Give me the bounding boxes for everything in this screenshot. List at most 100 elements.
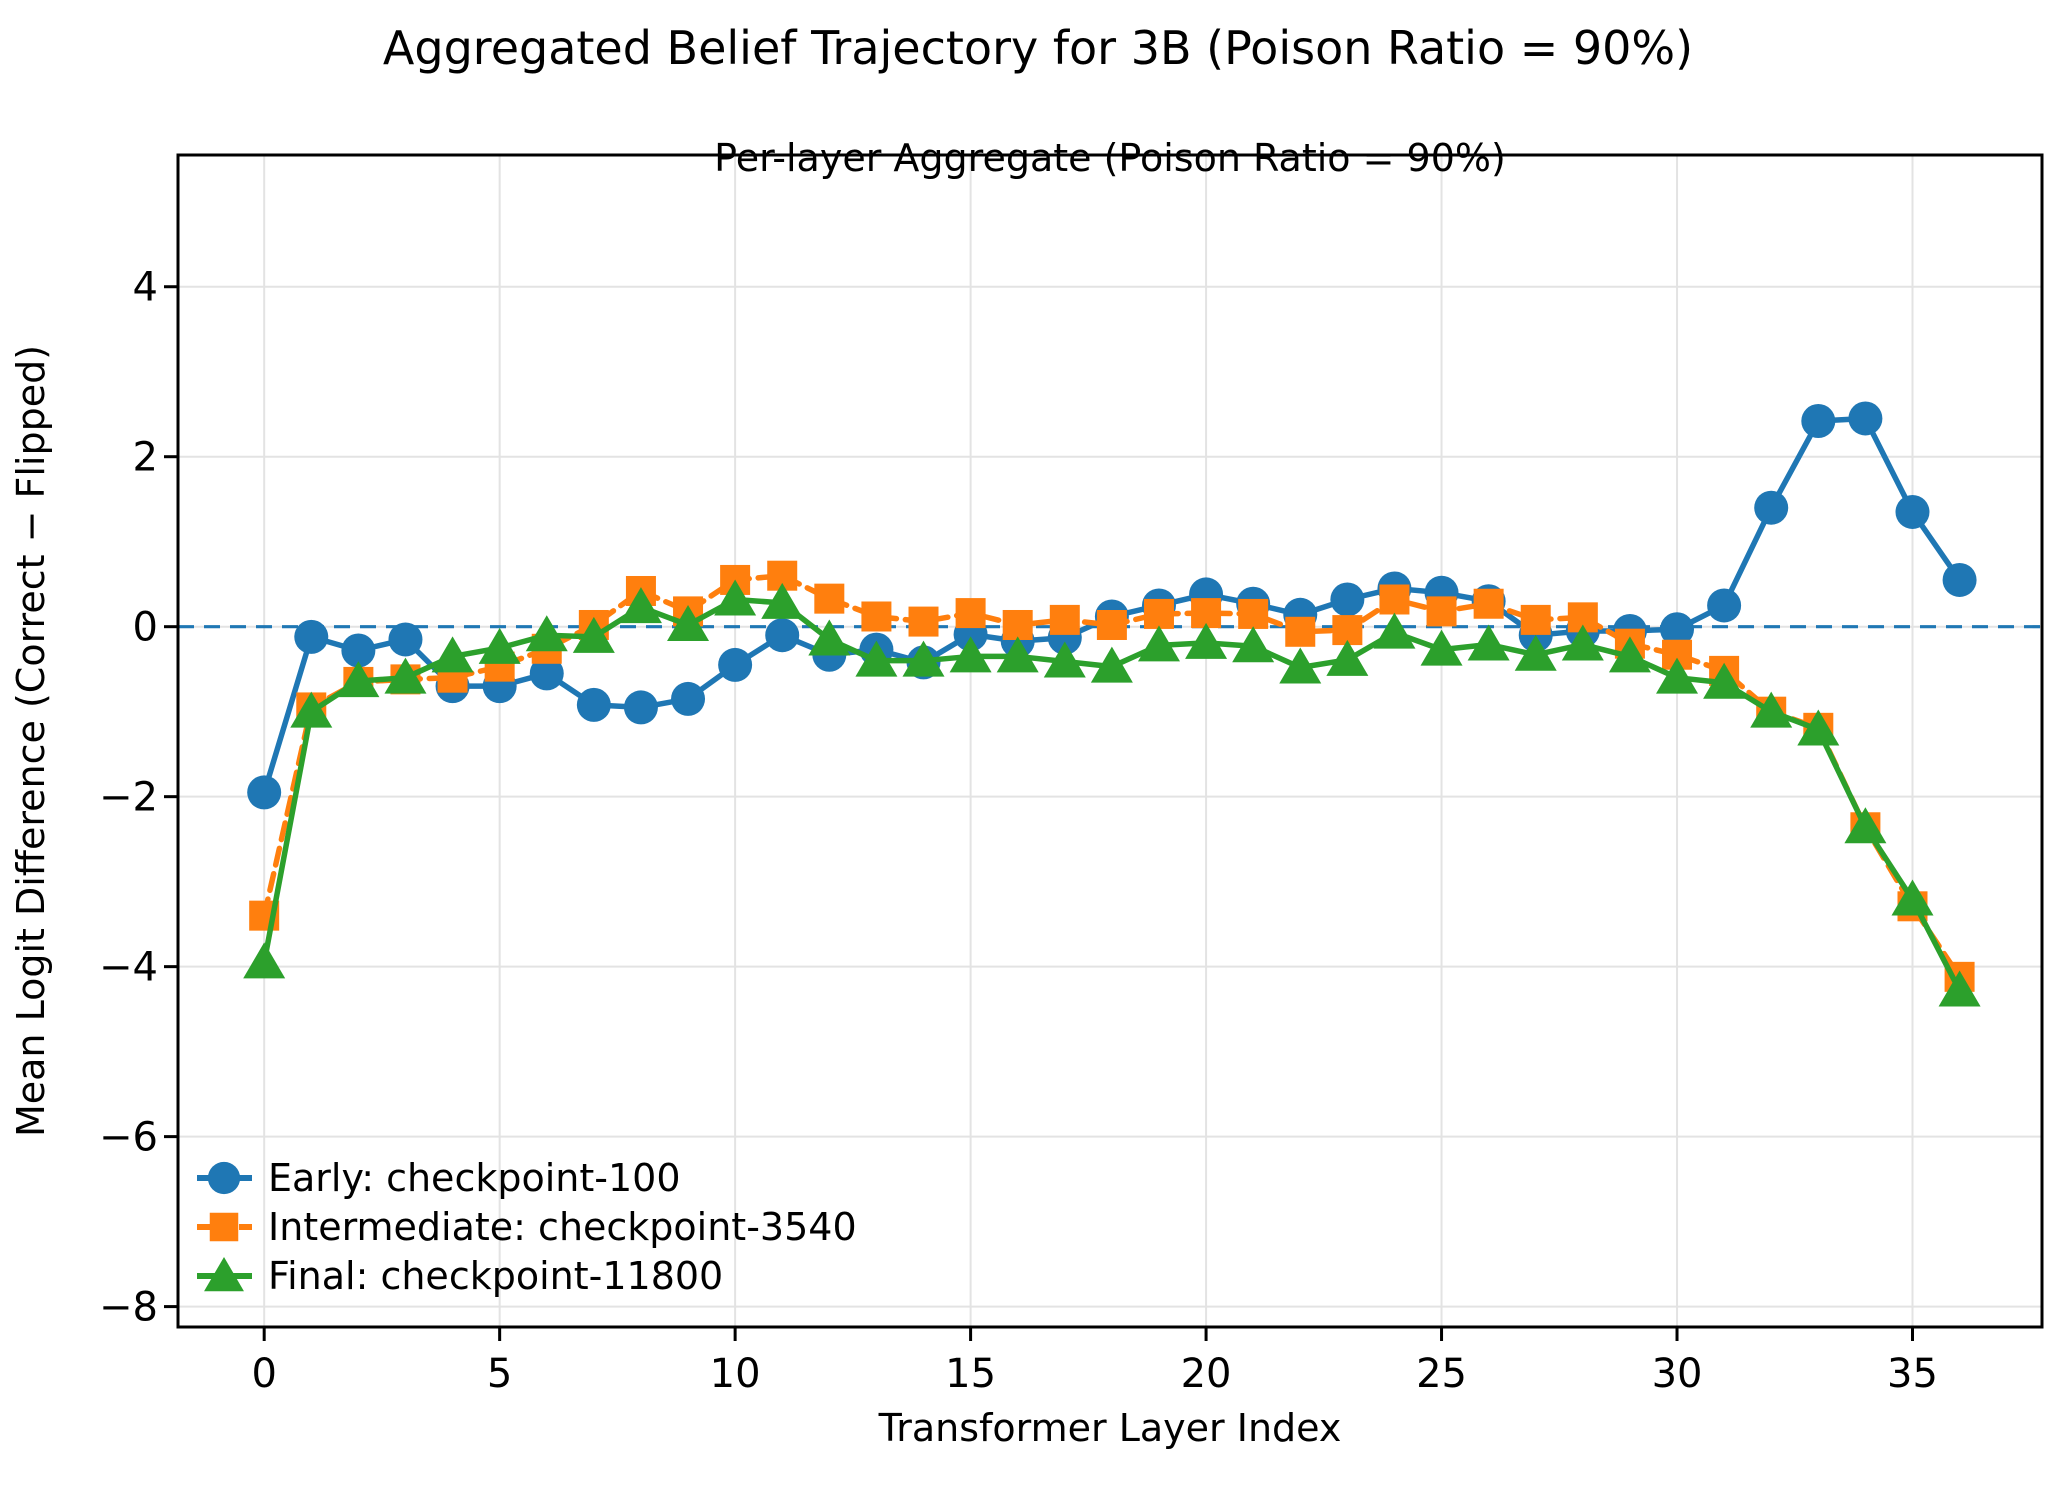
y-tick-label: 4 (133, 265, 158, 311)
legend-entry: Intermediate: checkpoint-3540 (197, 1205, 857, 1249)
data-point-circle (1330, 582, 1365, 617)
y-tick-label: −8 (99, 1285, 158, 1331)
data-point-square (1143, 598, 1174, 629)
data-point-square (1002, 609, 1033, 640)
data-point-circle (623, 690, 658, 725)
legend-entry: Final: checkpoint-11800 (197, 1254, 723, 1298)
data-point-triangle (1043, 641, 1086, 678)
data-point-triangle (337, 661, 380, 698)
data-point-circle (1848, 401, 1883, 436)
legend-entry: Early: checkpoint-100 (197, 1156, 681, 1200)
chart-suptitle: Aggregated Belief Trajectory for 3B (Poi… (383, 21, 1693, 75)
x-tick-label: 10 (710, 1351, 761, 1397)
x-tick-label: 30 (1652, 1351, 1703, 1397)
data-point-triangle (1420, 629, 1463, 666)
data-point-circle (1801, 404, 1836, 439)
data-point-square (1049, 604, 1080, 635)
x-tick-label: 0 (251, 1351, 276, 1397)
x-tick-label: 15 (945, 1351, 996, 1397)
data-point-triangle (204, 1257, 244, 1292)
y-tick-label: 0 (133, 605, 158, 651)
data-point-triangle (243, 942, 286, 979)
legend: Early: checkpoint-100 Intermediate: check… (197, 1156, 857, 1298)
data-point-square (861, 601, 892, 632)
y-tick-label: −4 (99, 945, 158, 991)
data-point-triangle (1326, 639, 1369, 676)
data-point-triangle (808, 619, 851, 656)
data-point-triangle (478, 627, 521, 664)
x-tick-label: 20 (1181, 1351, 1232, 1397)
data-point-triangle (1891, 879, 1934, 916)
data-point-circle (388, 622, 423, 657)
y-axis-label: Mean Logit Difference (Correct − Flipped… (9, 345, 53, 1137)
data-point-triangle (1514, 634, 1557, 671)
y-tick-label: 2 (133, 435, 158, 481)
data-point-triangle (1185, 622, 1228, 659)
data-point-square (1379, 584, 1410, 615)
data-point-square (908, 606, 939, 637)
data-point-triangle (1844, 807, 1887, 844)
data-point-square (1238, 598, 1269, 629)
y-tick-label: −2 (99, 775, 158, 821)
data-point-triangle (1561, 624, 1604, 661)
data-point-triangle (855, 640, 898, 677)
data-point-triangle (1090, 646, 1133, 683)
plot-frame (176, 153, 2044, 1329)
data-point-square (814, 583, 845, 614)
data-point-triangle (1938, 970, 1981, 1007)
x-tick-label: 35 (1887, 1351, 1938, 1397)
data-point-square (1520, 604, 1551, 635)
data-point-circle (1754, 490, 1789, 525)
data-point-square (1096, 609, 1127, 640)
data-point-triangle (525, 615, 568, 652)
y-tick-label: −6 (99, 1115, 158, 1161)
data-point-triangle (902, 640, 945, 677)
data-point-circle (247, 775, 282, 810)
legend-label: Early: checkpoint-100 (268, 1156, 681, 1200)
data-point-circle (529, 656, 564, 691)
legend-label: Intermediate: checkpoint-3540 (268, 1205, 857, 1249)
data-point-triangle (1279, 647, 1322, 684)
data-point-triangle (1750, 691, 1793, 728)
data-point-triangle (290, 691, 333, 728)
data-point-square (209, 1212, 239, 1242)
data-point-triangle (619, 587, 662, 624)
data-point-circle (1707, 588, 1742, 623)
data-point-circle (671, 681, 706, 716)
data-point-square (1473, 588, 1504, 619)
data-point-circle (1895, 494, 1930, 529)
data-point-circle (1660, 612, 1695, 647)
legend-label: Final: checkpoint-11800 (268, 1254, 723, 1298)
data-point-square (955, 598, 986, 629)
data-point-circle (765, 618, 800, 653)
data-point-triangle (1656, 657, 1699, 694)
data-point-triangle (949, 636, 992, 673)
data-point-square (1285, 616, 1316, 647)
axes-title: Per-layer Aggregate (Poison Ratio = 90%) (714, 136, 1506, 180)
data-point-triangle (572, 616, 615, 653)
data-point-triangle (996, 636, 1039, 673)
data-point-circle (576, 687, 611, 722)
data-point-circle (294, 619, 329, 654)
data-point-circle (1942, 562, 1977, 597)
data-point-triangle (761, 582, 804, 619)
data-point-circle (718, 647, 753, 682)
series-2 (243, 579, 1981, 1007)
data-point-triangle (1137, 625, 1180, 662)
x-tick-label: 5 (487, 1351, 512, 1397)
x-axis-label: Transformer Layer Index (878, 1406, 1342, 1450)
data-point-triangle (1467, 624, 1510, 661)
data-point-triangle (1797, 709, 1840, 746)
data-point-triangle (1703, 662, 1746, 699)
data-point-triangle (1608, 636, 1651, 673)
data-point-square (1426, 596, 1457, 627)
data-point-triangle (714, 579, 757, 616)
data-point-triangle (431, 636, 474, 673)
data-point-triangle (667, 604, 710, 641)
data-point-circle (207, 1161, 241, 1195)
data-point-triangle (1373, 612, 1416, 649)
